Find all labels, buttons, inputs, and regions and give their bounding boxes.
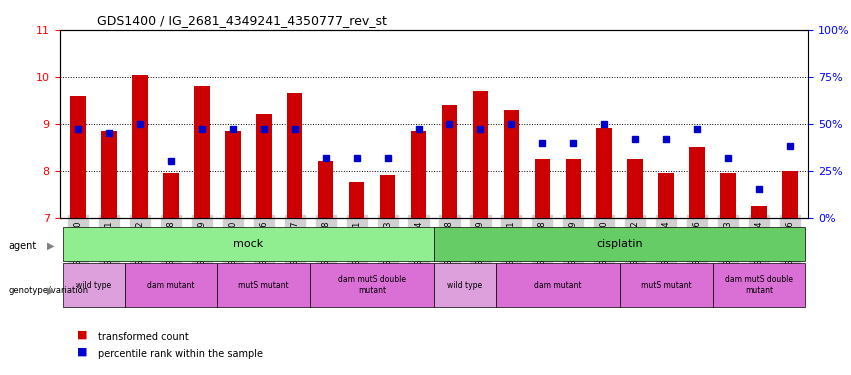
Bar bbox=[256, 114, 271, 218]
Text: wild type: wild type bbox=[448, 280, 483, 290]
Bar bbox=[620, 263, 712, 307]
Bar bbox=[226, 131, 241, 218]
Bar bbox=[63, 227, 434, 261]
Bar bbox=[782, 171, 797, 217]
Bar bbox=[163, 173, 179, 217]
Bar bbox=[217, 263, 311, 307]
Bar bbox=[712, 263, 805, 307]
Bar bbox=[411, 131, 426, 218]
Text: mock: mock bbox=[233, 239, 264, 249]
Bar bbox=[71, 96, 86, 218]
Bar bbox=[434, 227, 805, 261]
Bar bbox=[442, 105, 457, 218]
Bar bbox=[318, 161, 334, 218]
Text: agent: agent bbox=[9, 241, 37, 250]
Text: mutS mutant: mutS mutant bbox=[238, 280, 289, 290]
Text: wild type: wild type bbox=[76, 280, 111, 290]
Bar bbox=[194, 86, 209, 218]
Text: cisplatin: cisplatin bbox=[597, 239, 643, 249]
Bar bbox=[311, 263, 434, 307]
Bar bbox=[597, 128, 612, 217]
Bar bbox=[63, 263, 124, 307]
Text: mutS mutant: mutS mutant bbox=[641, 280, 691, 290]
Text: dam mutS double
mutant: dam mutS double mutant bbox=[725, 275, 793, 295]
Bar bbox=[101, 131, 117, 218]
Bar bbox=[504, 110, 519, 218]
Text: dam mutant: dam mutant bbox=[534, 280, 581, 290]
Text: ■: ■ bbox=[77, 346, 87, 356]
Bar bbox=[659, 173, 674, 217]
Bar bbox=[124, 263, 217, 307]
Bar bbox=[472, 91, 488, 218]
Bar bbox=[751, 206, 767, 218]
Text: transformed count: transformed count bbox=[98, 333, 189, 342]
Text: ▶: ▶ bbox=[47, 241, 54, 250]
Bar bbox=[689, 147, 705, 218]
Bar bbox=[287, 93, 302, 218]
Text: percentile rank within the sample: percentile rank within the sample bbox=[98, 350, 263, 359]
Text: ▶: ▶ bbox=[47, 286, 54, 296]
Bar bbox=[349, 182, 364, 218]
Bar bbox=[132, 75, 148, 217]
Text: dam mutant: dam mutant bbox=[147, 280, 195, 290]
Bar bbox=[627, 159, 643, 218]
Bar bbox=[496, 263, 620, 307]
Bar bbox=[434, 263, 496, 307]
Bar bbox=[534, 159, 550, 218]
Text: GDS1400 / IG_2681_4349241_4350777_rev_st: GDS1400 / IG_2681_4349241_4350777_rev_st bbox=[97, 15, 387, 27]
Text: dam mutS double
mutant: dam mutS double mutant bbox=[338, 275, 406, 295]
Text: genotype/variation: genotype/variation bbox=[9, 286, 89, 295]
Bar bbox=[566, 159, 581, 218]
Bar bbox=[380, 176, 396, 217]
Text: ■: ■ bbox=[77, 330, 87, 339]
Bar bbox=[720, 173, 736, 217]
